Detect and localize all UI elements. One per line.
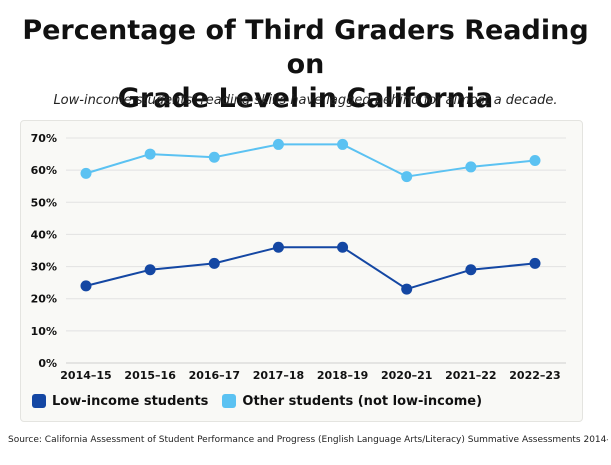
x-tick-label: 2018–19 [317, 369, 368, 382]
y-tick-label: 60% [31, 164, 57, 177]
legend-swatch-other-students [222, 394, 237, 408]
y-tick-label: 10% [31, 325, 57, 338]
source-note-wrapper: Source: California Assessment of Student… [8, 434, 608, 454]
legend-item-other-students: Other students (not low-income) [222, 394, 482, 409]
x-tick-label: 2014–15 [60, 369, 111, 382]
source-note: Source: California Assessment of Student… [8, 435, 608, 445]
data-point-other-students [401, 171, 413, 183]
data-point-low-income [80, 280, 92, 292]
x-tick-label: 2021–22 [445, 369, 496, 382]
data-point-low-income [272, 241, 284, 253]
data-point-other-students [272, 138, 284, 150]
x-tick-label: 2022–23 [509, 369, 560, 382]
y-tick-label: 30% [31, 261, 57, 274]
data-point-other-students [208, 151, 220, 163]
data-point-low-income [144, 264, 156, 276]
data-point-other-students [337, 138, 349, 150]
data-point-low-income [337, 241, 349, 253]
y-tick-label: 40% [31, 228, 57, 241]
data-point-low-income [465, 264, 477, 276]
x-tick-label: 2017–18 [253, 369, 304, 382]
data-point-low-income [401, 283, 413, 295]
chart-title: Percentage of Third Graders Reading on G… [0, 14, 611, 116]
chart-title-line-1: Percentage of Third Graders Reading on [22, 15, 589, 80]
x-tick-label: 2020–21 [381, 369, 432, 382]
chart-subtitle: Low-income students’ reading skills have… [53, 93, 558, 108]
data-point-other-students [144, 148, 156, 160]
series-line-low-income [85, 246, 536, 291]
y-tick-label: 50% [31, 196, 57, 209]
y-tick-label: 20% [31, 293, 57, 306]
legend-label-other-students: Other students (not low-income) [242, 393, 483, 409]
legend-item-low-income: Low-income students [32, 394, 208, 409]
data-point-low-income [208, 257, 220, 269]
chart-legend: Low-income students Other students (not … [32, 391, 496, 411]
x-tick-label: 2015–16 [124, 369, 176, 382]
data-point-other-students [465, 161, 477, 173]
y-tick-label: 0% [38, 357, 57, 370]
data-point-other-students [529, 155, 541, 166]
legend-label-low-income: Low-income students [52, 393, 209, 409]
data-point-low-income [529, 257, 541, 269]
x-tick-label: 2016–17 [189, 369, 240, 382]
y-tick-label: 70% [31, 132, 57, 145]
series-line-other-students [85, 143, 536, 178]
data-point-other-students [80, 167, 92, 179]
legend-swatch-low-income [32, 394, 46, 408]
chart-title-line-2: Grade Level in California [117, 83, 494, 114]
